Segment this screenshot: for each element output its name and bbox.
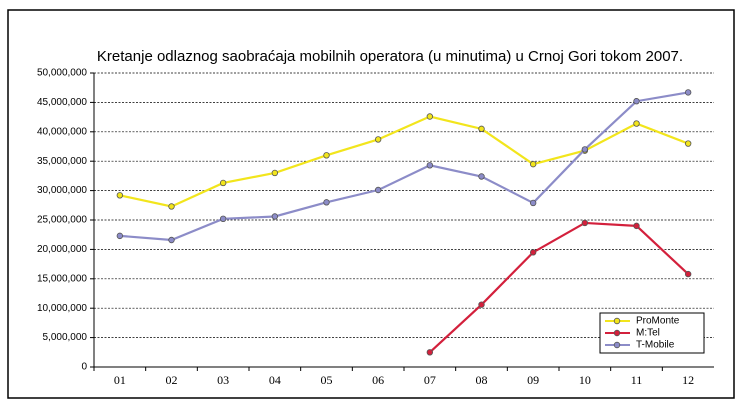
x-tick-label: 04 (269, 373, 281, 387)
data-point (684, 89, 692, 96)
legend-marker (613, 329, 621, 337)
data-point (633, 222, 640, 230)
data-point (374, 136, 382, 143)
y-tick-label: 25,000,000 (37, 215, 87, 226)
data-point (168, 236, 175, 244)
data-point (478, 301, 485, 308)
x-tick-label: 10 (579, 373, 591, 387)
x-tick-label: 05 (321, 373, 333, 387)
data-point (426, 162, 434, 169)
x-tick-label: 03 (217, 373, 229, 387)
data-point (116, 192, 124, 199)
data-point (271, 213, 279, 220)
data-point (684, 270, 692, 278)
data-point (219, 179, 227, 187)
y-tick-label: 35,000,000 (37, 156, 87, 167)
x-tick-label: 06 (372, 373, 384, 387)
series-line (119, 115, 689, 208)
data-point (684, 140, 692, 147)
data-point (116, 232, 124, 240)
series-line (429, 221, 689, 354)
y-tick-label: 0 (81, 362, 87, 373)
data-point (323, 152, 330, 159)
data-point (529, 249, 537, 256)
data-point (633, 120, 640, 127)
y-tick-label: 10,000,000 (37, 303, 87, 314)
y-tick-label: 30,000,000 (37, 185, 87, 196)
data-point (478, 173, 485, 180)
y-tick-label: 45,000,000 (37, 97, 87, 108)
data-point (529, 199, 537, 207)
data-point (323, 199, 330, 206)
y-tick-label: 50,000,000 (37, 68, 87, 79)
data-point (374, 186, 382, 194)
data-point (219, 215, 227, 223)
data-point (581, 219, 589, 227)
x-tick-label: 07 (424, 373, 436, 387)
data-point (168, 203, 175, 210)
y-tick-label: 40,000,000 (37, 126, 87, 137)
x-tick-label: 09 (527, 373, 539, 387)
legend-marker (613, 317, 621, 325)
y-tick-label: 5,000,000 (43, 332, 88, 343)
data-point (478, 125, 485, 133)
legend-label: M:Tel (636, 328, 660, 339)
y-tick-label: 20,000,000 (37, 244, 87, 255)
chart-title: Kretanje odlaznog saobraćaja mobilnih op… (97, 48, 683, 65)
data-point (633, 98, 640, 105)
x-tick-label: 11 (631, 373, 643, 387)
legend-label: ProMonte (636, 316, 680, 327)
legend-marker (613, 341, 621, 349)
data-point (529, 160, 537, 168)
data-point (426, 349, 434, 356)
x-tick-label: 12 (682, 373, 694, 387)
data-point (426, 113, 434, 120)
data-point (581, 146, 589, 153)
x-tick-label: 02 (166, 373, 178, 387)
x-tick-label: 01 (114, 373, 126, 387)
y-tick-label: 15,000,000 (37, 273, 87, 284)
series-line (119, 91, 689, 242)
x-tick-label: 08 (476, 373, 488, 387)
data-point (271, 169, 279, 177)
legend-label: T-Mobile (636, 340, 675, 351)
